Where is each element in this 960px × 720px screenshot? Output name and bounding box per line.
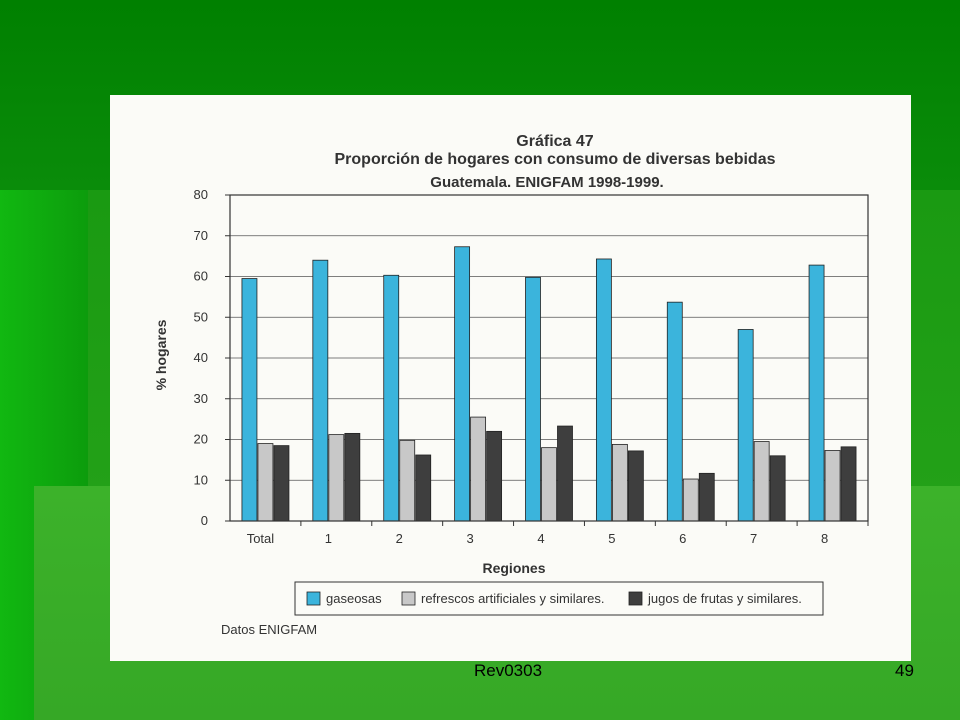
y-axis-label: % hogares [153,319,169,390]
y-tick-label: 10 [194,472,208,487]
bar [824,450,841,522]
bar [753,441,770,522]
x-tick-label: 6 [679,531,686,546]
y-tick-label: 50 [194,309,208,324]
x-tick-label: 4 [537,531,544,546]
y-tick-label: 40 [194,350,208,365]
legend-label: jugos de frutas y similares. [647,591,802,606]
bar [627,450,644,522]
page-number: 49 [895,661,914,680]
legend-swatch [401,591,416,606]
bar [486,430,503,522]
y-tick-label: 20 [194,432,208,447]
legend-label: gaseosas [326,591,382,606]
bar [595,258,612,522]
bar [470,416,487,522]
bar [241,278,258,522]
bar [328,434,345,522]
y-tick-label: 70 [194,228,208,243]
plot-frame [229,194,869,522]
x-tick-label: 7 [750,531,757,546]
bar [273,445,290,522]
bar [840,446,857,522]
chart-subtitle: Proporción de hogares con consumo de div… [335,151,776,168]
x-axis-ticks: Total 1 2 3 4 5 6 7 8 [247,521,869,546]
x-tick-label: 2 [396,531,403,546]
y-tick-label: 80 [194,187,208,202]
bar [611,443,628,522]
footer-label: Rev0303 [474,661,543,680]
bar [525,276,541,522]
bar [769,455,786,522]
chart-subtitle-2: Guatemala. ENIGFAM 1998-1999. [430,174,663,191]
bar [383,274,400,522]
source-note: Datos ENIGFAM [221,622,317,637]
legend-swatch [628,591,643,606]
bar [415,454,432,522]
legend-swatch [306,591,321,606]
bar [698,472,715,522]
x-axis-label: Regiones [482,560,545,576]
bar [808,264,825,522]
x-tick-label: 5 [608,531,615,546]
chart-title: Gráfica 47 [516,133,593,150]
bar [312,259,329,522]
bar [399,439,416,522]
x-tick-label: 3 [466,531,473,546]
x-tick-label: 1 [325,531,332,546]
y-axis-ticks: 0 10 20 30 40 50 60 70 80 [194,187,230,528]
x-tick-label: 8 [821,531,828,546]
legend-box [294,581,824,616]
y-tick-label: 60 [194,269,208,284]
x-tick-label: Total [247,531,275,546]
bar [454,246,471,522]
bar [557,425,573,522]
bar [344,432,361,522]
bar [666,301,683,522]
bar-chart: Gráfica 47 Proporción de hogares con con… [153,133,869,637]
bar [737,329,754,522]
bar [541,447,557,522]
bar [257,443,274,522]
bars [241,246,857,522]
bar [682,478,699,522]
y-tick-label: 30 [194,391,208,406]
y-tick-label: 0 [201,513,208,528]
legend-label: refrescos artificiales y similares. [421,591,605,606]
legend: gaseosas refrescos artificiales y similar… [306,591,802,606]
